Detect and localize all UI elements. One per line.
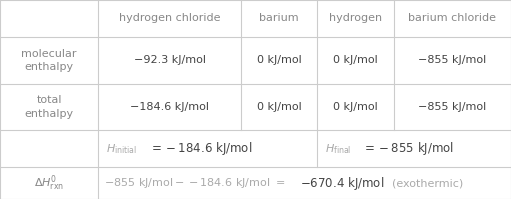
Text: (exothermic): (exothermic)	[392, 178, 463, 188]
Text: 0 kJ/mol: 0 kJ/mol	[257, 55, 301, 65]
Text: 0 kJ/mol: 0 kJ/mol	[257, 102, 301, 112]
Text: $-855\ \rm kJ/mol - -184.6\ kJ/mol\ =$: $-855\ \rm kJ/mol - -184.6\ kJ/mol\ =$	[104, 176, 285, 190]
Text: $-670.4\ \rm kJ/mol$: $-670.4\ \rm kJ/mol$	[300, 175, 385, 192]
Text: 0 kJ/mol: 0 kJ/mol	[333, 55, 378, 65]
Text: −92.3 kJ/mol: −92.3 kJ/mol	[134, 55, 206, 65]
Text: molecular
enthalpy: molecular enthalpy	[21, 49, 77, 72]
Text: −855 kJ/mol: −855 kJ/mol	[418, 102, 486, 112]
Text: total
enthalpy: total enthalpy	[25, 95, 74, 119]
Text: hydrogen: hydrogen	[329, 13, 382, 23]
Text: hydrogen chloride: hydrogen chloride	[119, 13, 221, 23]
Text: $= -184.6\ \rm kJ/mol$: $= -184.6\ \rm kJ/mol$	[150, 140, 253, 157]
Text: $= -855\ \rm kJ/mol$: $= -855\ \rm kJ/mol$	[362, 140, 454, 157]
Text: −184.6 kJ/mol: −184.6 kJ/mol	[130, 102, 210, 112]
Text: $H_{\rm final}$: $H_{\rm final}$	[325, 142, 352, 156]
Text: barium: barium	[260, 13, 299, 23]
Text: $\Delta H^0_{\rm rxn}$: $\Delta H^0_{\rm rxn}$	[34, 173, 64, 193]
Text: barium chloride: barium chloride	[408, 13, 496, 23]
Text: $H_{\rm initial}$: $H_{\rm initial}$	[106, 142, 137, 156]
Text: −855 kJ/mol: −855 kJ/mol	[418, 55, 486, 65]
Text: 0 kJ/mol: 0 kJ/mol	[333, 102, 378, 112]
